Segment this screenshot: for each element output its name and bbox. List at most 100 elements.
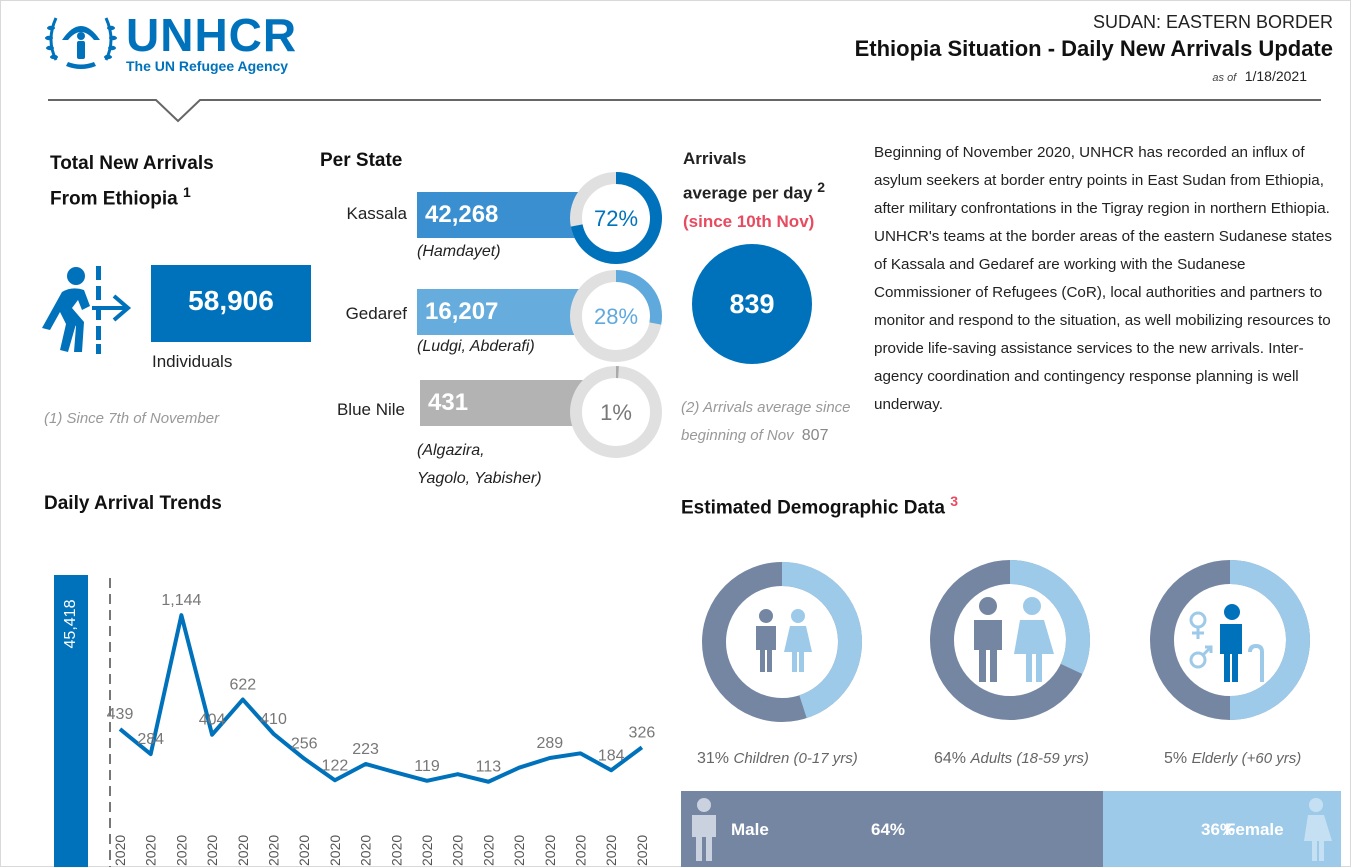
laurel-emblem-icon [45, 17, 117, 69]
state-name-gedaref: Gedaref [345, 304, 407, 323]
x-tick-label: 2020 [450, 835, 466, 866]
x-tick-label: 2020 [327, 835, 343, 866]
x-tick-label: 2020 [511, 835, 527, 866]
donut-arc [615, 270, 662, 325]
demo-label-adults: 64% Adults (18-59 yrs) [934, 750, 1089, 767]
x-tick-label: 2020 [388, 835, 404, 866]
state-locations-kassala: (Hamdayet) [417, 243, 501, 260]
state-locations-gedaref: (Ludgi, Abderafi) [417, 338, 535, 355]
x-tick-label: 2020 [573, 835, 589, 866]
data-label: 439 [107, 706, 134, 723]
x-tick-label: 2020 [143, 835, 159, 866]
as-of-label: as of [1212, 72, 1237, 84]
header-divider [48, 99, 1321, 123]
total-title-line2: From Ethiopia 1 [50, 184, 191, 210]
data-label: 622 [229, 677, 256, 694]
average-circle: 839 [692, 244, 812, 364]
page-title: Ethiopia Situation - Daily New Arrivals … [854, 36, 1333, 61]
average-note-line2: beginning of Nov 807 [681, 427, 829, 444]
state-value-blue-nile: 431 [428, 389, 469, 416]
state-locations-blue-nile-line2: Yagolo, Yabisher) [417, 470, 542, 487]
unhcr-logo[interactable]: UNHCR The UN Refugee Agency [42, 9, 312, 76]
x-tick-label: 2020 [266, 835, 282, 866]
total-value: 58,906 [188, 285, 274, 316]
data-label: 122 [322, 757, 349, 774]
data-label: 119 [414, 758, 440, 775]
data-label: 223 [352, 741, 379, 758]
state-value-gedaref: 16,207 [425, 298, 499, 325]
elderly-icon [1189, 604, 1264, 682]
series-line [118, 613, 644, 784]
total-unit: Individuals [152, 352, 233, 371]
data-label: 326 [629, 724, 656, 741]
x-tick-label: 2020 [480, 835, 496, 866]
total-value-box: 58,906 [151, 265, 311, 342]
female-figure-icon [1304, 798, 1332, 861]
demographics-title: Estimated Demographic Data 3 [681, 493, 959, 519]
average-note: (2) Arrivals average since beginning of … [681, 394, 851, 450]
demographic-donuts [702, 560, 1310, 722]
data-label: 184 [598, 747, 625, 764]
x-tick-label: 2020 [173, 835, 189, 866]
logo-name: UNHCR [126, 9, 298, 61]
state-bar-gedaref: 16,207 [417, 289, 592, 335]
footnote-marker: 3 [950, 493, 959, 509]
region-label: SUDAN: EASTERN BORDER [1092, 12, 1333, 32]
data-label: 289 [536, 735, 563, 752]
female-percent: 36% [1201, 820, 1236, 839]
state-bar-kassala: 42,268 [417, 192, 592, 238]
data-label: 410 [260, 711, 287, 728]
male-figure-icon [692, 798, 716, 861]
state-name-kassala: Kassala [346, 204, 407, 223]
donut-arc [781, 562, 862, 719]
male-label: Male [731, 820, 769, 839]
average-since: (since 10th Nov) [683, 211, 815, 231]
donut-arc [570, 172, 662, 264]
x-tick-label: 2020 [112, 835, 128, 866]
gender-bar: Male 64% Female 36% [681, 791, 1341, 867]
x-tick-label: 2020 [419, 835, 435, 866]
state-locations-blue-nile: (Algazira, Yagolo, Yabisher) [417, 437, 542, 493]
data-label: 256 [291, 736, 318, 753]
average-note-line1: (2) Arrivals average since [681, 399, 851, 416]
per-state-title: Per State [320, 150, 403, 171]
total-note: (1) Since 7th of November [44, 410, 220, 427]
donut-percent-label: 72% [594, 206, 638, 231]
average-title-line2: average per day 2 [683, 179, 825, 203]
trends-title: Daily Arrival Trends [44, 493, 222, 514]
male-percent: 64% [871, 820, 906, 839]
children-icon [756, 609, 812, 672]
footnote-marker: 1 [183, 184, 191, 200]
as-of-row: as of 1/18/2021 [1212, 68, 1307, 86]
donut-percent-label: 1% [600, 400, 632, 425]
data-label: 1,144 [161, 592, 201, 609]
footnote-marker: 2 [817, 179, 825, 195]
as-of-date: 1/18/2021 [1244, 68, 1307, 84]
state-share-donuts: 72% 28% 1% [570, 172, 662, 458]
donut-percent-label: 28% [594, 304, 638, 329]
adults-icon [974, 597, 1054, 682]
description-p2: UNHCR's teams at the border areas of the… [874, 228, 1332, 413]
description-p1: Beginning of November 2020, UNHCR has re… [874, 144, 1330, 217]
trends-total-value: 45,418 [62, 599, 79, 649]
average-title-line1: Arrivals [683, 149, 747, 168]
data-label: 284 [137, 731, 164, 748]
logo-tagline: The UN Refugee Agency [126, 58, 289, 74]
average-note-value: 807 [801, 427, 829, 444]
donut-arc [1229, 560, 1310, 720]
data-label: 404 [199, 712, 226, 729]
x-tick-label: 2020 [235, 835, 251, 866]
x-tick-label: 2020 [542, 835, 558, 866]
x-tick-label: 2020 [634, 835, 650, 866]
x-tick-label: 2020 [603, 835, 619, 866]
description: Beginning of November 2020, UNHCR has re… [874, 139, 1340, 419]
data-label: 113 [476, 759, 502, 776]
x-tick-label: 2020 [358, 835, 374, 866]
x-tick-label: 2020 [204, 835, 220, 866]
female-label: Female [1225, 820, 1284, 839]
state-locations-blue-nile-line1: (Algazira, [417, 442, 485, 459]
demo-label-elderly: 5% Elderly (+60 yrs) [1164, 750, 1302, 767]
male-segment [681, 791, 1104, 867]
person-entering-arrow-icon [42, 266, 132, 354]
state-bar-blue-nile: 431 [420, 380, 592, 426]
